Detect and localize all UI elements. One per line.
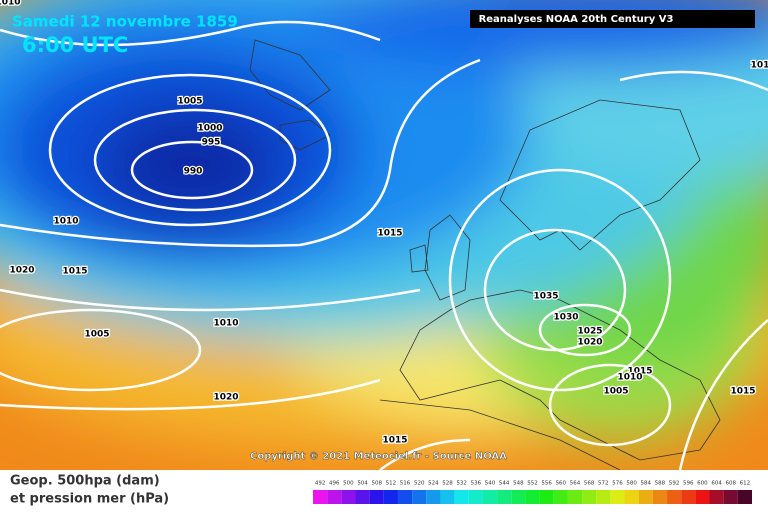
isobar-label: 1015 [62, 267, 87, 277]
isobar-label: 1020 [577, 338, 602, 348]
scale-label: 500 [343, 481, 354, 487]
scale-swatch [355, 490, 370, 504]
scale-label: 496 [329, 481, 340, 487]
scale-label: 564 [570, 481, 581, 487]
scale-swatch [412, 490, 427, 504]
isobar-label: 990 [184, 167, 203, 177]
scale-swatch [553, 490, 568, 504]
scale-label: 520 [414, 481, 425, 487]
scale-swatch [426, 490, 441, 504]
scale-label: 552 [527, 481, 538, 487]
scale-label: 528 [442, 481, 453, 487]
scale-label: 540 [485, 481, 496, 487]
scale-swatch [383, 490, 398, 504]
scale-swatch [567, 490, 583, 504]
scale-swatch [454, 490, 469, 504]
scale-label: 612 [740, 481, 751, 487]
scale-label: 608 [726, 481, 737, 487]
scale-label: 588 [655, 481, 666, 487]
scale-label: 492 [315, 481, 326, 487]
scale-label: 568 [584, 481, 595, 487]
scale-swatch [596, 490, 611, 504]
scale-swatch [737, 490, 752, 504]
scale-swatch [497, 490, 512, 504]
legend-line-2: et pression mer (hPa) [10, 492, 169, 507]
scale-label: 592 [669, 481, 680, 487]
scale-swatch [327, 490, 342, 504]
scale-label: 580 [626, 481, 637, 487]
scale-swatch [610, 490, 625, 504]
scale-label: 584 [641, 481, 652, 487]
map-time: 6:00 UTC [22, 33, 128, 57]
scale-swatch [397, 490, 413, 504]
source-box [470, 10, 755, 28]
scale-label: 536 [471, 481, 482, 487]
scale-swatch [539, 490, 554, 504]
scale-swatch [525, 490, 540, 504]
scale-label: 512 [386, 481, 397, 487]
scale-swatch [709, 490, 724, 504]
isobar-label: 1000 [197, 124, 222, 134]
scale-swatch [582, 490, 597, 504]
isobar-label: 1020 [9, 266, 34, 276]
scale-label: 604 [711, 481, 722, 487]
scale-swatch [440, 490, 455, 504]
scale-label: 516 [400, 481, 411, 487]
isobar-label: 1025 [577, 327, 602, 337]
scale-label: 556 [541, 481, 552, 487]
scale-label: 532 [456, 481, 467, 487]
isobar-label: 101 [751, 61, 768, 71]
scale-label: 508 [371, 481, 382, 487]
scale-swatch [341, 490, 356, 504]
scale-swatch [681, 490, 696, 504]
copyright: Copyright © 2021 Meteociel.fr - Source N… [250, 451, 507, 462]
scale-swatch [638, 490, 653, 504]
scale-label: 544 [499, 481, 510, 487]
scale-swatch [369, 490, 384, 504]
scale-swatch [652, 490, 668, 504]
isobar-label: 1005 [84, 330, 109, 340]
scale-swatch [468, 490, 483, 504]
scale-label: 596 [683, 481, 694, 487]
scale-swatch [667, 490, 682, 504]
isobar-label: 1010 [0, 0, 21, 8]
map-date: Samedi 12 novembre 1859 [12, 13, 238, 31]
scale-swatch [482, 490, 498, 504]
scale-label: 560 [556, 481, 567, 487]
scale-label: 548 [513, 481, 524, 487]
isobar-label: 1015 [627, 367, 652, 377]
isobar-label: 1015 [382, 436, 407, 446]
isobars [0, 20, 768, 470]
isobar-label: 1035 [533, 292, 558, 302]
scale-label: 504 [357, 481, 368, 487]
source-text: Reanalyses NOAA 20th Century V3 [479, 14, 674, 25]
scale-label: 576 [612, 481, 623, 487]
scale-swatch [511, 490, 526, 504]
scale-swatch [723, 490, 738, 504]
scale-swatch [313, 490, 328, 504]
isobar-label: 1005 [603, 387, 628, 397]
isobar-label: 1020 [213, 393, 238, 403]
isobar-label: 1010 [53, 217, 78, 227]
isobar-label: 1015 [377, 229, 402, 239]
scale-label: 524 [428, 481, 439, 487]
scale-label: 600 [697, 481, 708, 487]
coastlines [249, 39, 721, 470]
isobar-label: 1005 [177, 97, 202, 107]
scale-label: 572 [598, 481, 609, 487]
scale-swatch [624, 490, 639, 504]
legend-line-1: Geop. 500hpa (dam) [10, 474, 160, 489]
map-field: 1010100510009959901010102010151005101010… [0, 0, 768, 470]
isobar-label: 995 [202, 138, 221, 148]
isobar-label: 1030 [553, 313, 578, 323]
isobar-label: 1010 [213, 319, 238, 329]
scale-swatch [695, 490, 710, 504]
isobar-label: 1010 [617, 373, 642, 383]
isobar-label: 1015 [730, 387, 755, 397]
